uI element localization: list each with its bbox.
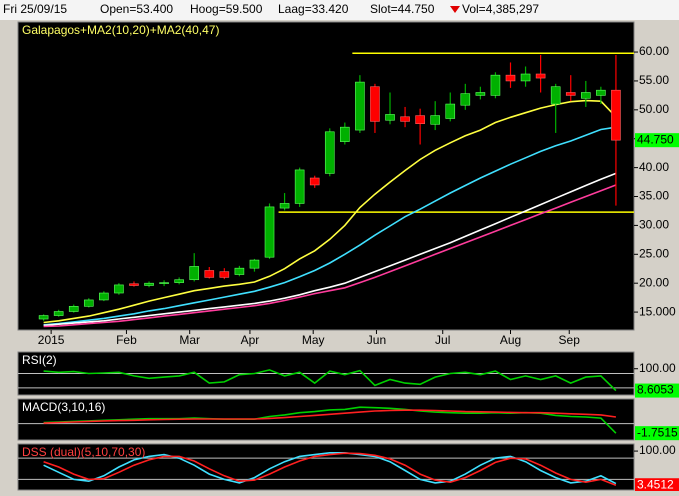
y-tick-label: 35.00 (639, 189, 669, 203)
series-line (43, 172, 617, 327)
x-tick-label: May (302, 333, 325, 347)
candle-body (99, 292, 109, 301)
candle-body (505, 74, 516, 82)
candle-body (83, 299, 94, 307)
x-tick-label: Mar (179, 333, 200, 347)
y-tick-label: 15.000 (639, 304, 676, 318)
candle-body (159, 282, 169, 284)
series-line (43, 452, 617, 486)
header-date: Fri 25/09/15 (3, 2, 67, 16)
x-tick-label: Aug (500, 333, 521, 347)
value-tag (635, 133, 679, 148)
x-tick-label: Jul (435, 333, 450, 347)
y-tick-label: 40.00 (639, 160, 669, 174)
y-tick-label: 100.00 (639, 443, 676, 457)
header-field: Slot=44.750 (370, 2, 435, 16)
header-field: Hoog=59.500 (190, 2, 263, 16)
series-line (43, 184, 617, 328)
series-line (43, 409, 617, 424)
candle-body (400, 116, 410, 122)
candle-body (309, 177, 320, 186)
panel-title: MACD(3,10,16) (22, 400, 105, 414)
candle-body (415, 115, 425, 125)
candle-body (535, 73, 546, 79)
candle-body (264, 206, 275, 258)
candle-body (144, 282, 154, 286)
y-tick-label: 50.00 (639, 102, 669, 116)
candle-body (445, 103, 456, 119)
candle-body (234, 267, 245, 275)
candle-body (355, 81, 365, 131)
candle-body (596, 89, 606, 96)
candle-body (68, 306, 79, 312)
series-line (43, 126, 617, 326)
header-field: Laag=33.420 (278, 2, 349, 16)
candle-body (520, 73, 531, 82)
y-tick-label: 20.00 (639, 275, 669, 289)
x-tick-label: Sep (559, 333, 581, 347)
candle-body (490, 74, 501, 96)
panel-title: RSI(2) (22, 353, 57, 367)
candle-body (53, 311, 64, 316)
value-tag-label: 44.750 (637, 132, 674, 146)
candle-body (279, 203, 290, 209)
candle-body (204, 270, 215, 278)
value-tag-label: -1.7515 (637, 425, 678, 439)
candle-body (611, 89, 621, 141)
candle-body (565, 92, 576, 96)
x-tick-label: 2015 (38, 333, 65, 347)
candle-body (114, 284, 124, 294)
candle-body (581, 92, 591, 99)
value-tag (635, 383, 679, 398)
y-tick-label: 30.00 (639, 218, 669, 232)
candle-body (430, 115, 440, 125)
candle-body (460, 93, 471, 106)
x-tick-label: Apr (241, 333, 260, 347)
y-tick-label: 25.00 (639, 246, 669, 260)
panel (17, 21, 635, 331)
candle-body (385, 114, 395, 121)
candle-body (340, 126, 350, 142)
candle-body (249, 259, 260, 269)
header-bar (0, 0, 679, 20)
candle-body (550, 86, 561, 105)
header-field: Vol=4,385,297 (462, 2, 539, 16)
candle-body (174, 279, 184, 283)
candle-body (294, 169, 305, 204)
series-line (43, 369, 617, 392)
candle-body (129, 283, 139, 286)
x-tick-label: Jun (367, 333, 386, 347)
series-line (43, 452, 617, 485)
candle-body (324, 131, 335, 174)
series-line (43, 99, 617, 324)
candle-body (370, 86, 380, 122)
down-arrow (450, 6, 460, 13)
value-tag-label: 8.6053 (637, 383, 674, 397)
header-field: Open=53.400 (100, 2, 173, 16)
candle-body (38, 315, 49, 320)
value-tag (635, 478, 679, 493)
candle-body (219, 271, 230, 278)
candle-body (475, 92, 486, 96)
x-tick-label: Feb (116, 333, 137, 347)
y-tick-label: 60.00 (639, 44, 669, 58)
value-tag (635, 426, 679, 441)
value-tag-label: 3.4512 (637, 477, 674, 491)
panel-title: Galapagos+MA2(10,20)+MA2(40,47) (22, 23, 219, 37)
panel-title: DSS (dual)(5,10,70,30) (22, 445, 145, 459)
y-tick-label: 100.00 (639, 361, 676, 375)
y-tick-label: 55.00 (639, 73, 669, 87)
candle-body (189, 266, 200, 281)
